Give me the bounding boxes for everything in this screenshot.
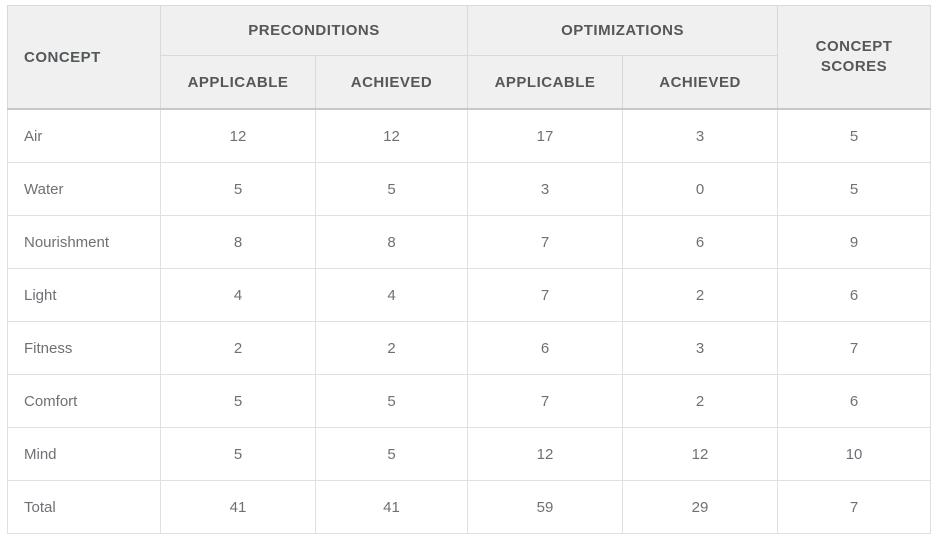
cell-value: 12 — [160, 108, 316, 163]
header-sub-row: APPLICABLE ACHIEVED APPLICABLE ACHIEVED — [8, 55, 931, 110]
cell-value: 5 — [777, 162, 932, 216]
cell-value: 12 — [622, 427, 779, 481]
col-header-preconditions-achieved: ACHIEVED — [314, 55, 469, 110]
concept-scores-table-container: CONCEPT PRECONDITIONS OPTIMIZATIONS CONC… — [7, 5, 932, 534]
cell-value: 5 — [160, 374, 316, 428]
cell-value: 12 — [467, 427, 624, 481]
cell-value: 6 — [622, 215, 779, 269]
table-row-total: Total 41 41 59 29 7 — [7, 480, 932, 534]
cell-value: 4 — [160, 268, 316, 322]
col-header-concept-scores: CONCEPT SCORES — [777, 5, 932, 110]
cell-value: 3 — [622, 321, 779, 375]
cell-value: 2 — [622, 374, 779, 428]
cell-value: 7 — [777, 480, 932, 534]
cell-value: 0 — [622, 162, 779, 216]
cell-value: 17 — [467, 108, 624, 163]
table-row: Air 12 12 17 3 5 — [7, 108, 932, 163]
cell-value: 59 — [467, 480, 624, 534]
col-header-preconditions-applicable: APPLICABLE — [160, 55, 316, 110]
cell-value: 2 — [314, 321, 469, 375]
cell-concept: Nourishment — [7, 215, 161, 269]
header-group-row: CONCEPT PRECONDITIONS OPTIMIZATIONS CONC… — [7, 5, 932, 110]
cell-value: 6 — [777, 268, 932, 322]
cell-value: 5 — [160, 427, 316, 481]
table-row: Nourishment 8 8 7 6 9 — [7, 215, 932, 269]
cell-value: 5 — [314, 374, 469, 428]
cell-value: 41 — [160, 480, 316, 534]
cell-concept: Air — [7, 108, 161, 163]
cell-value: 5 — [160, 162, 316, 216]
cell-value: 2 — [622, 268, 779, 322]
cell-concept: Fitness — [7, 321, 161, 375]
col-header-optimizations-applicable: APPLICABLE — [467, 55, 624, 110]
cell-value: 5 — [777, 108, 932, 163]
table-row: Water 5 5 3 0 5 — [7, 162, 932, 216]
cell-value: 7 — [467, 374, 624, 428]
concept-scores-line1: CONCEPT — [815, 37, 893, 55]
table-row: Mind 5 5 12 12 10 — [7, 427, 932, 481]
concept-scores-table: CONCEPT PRECONDITIONS OPTIMIZATIONS CONC… — [7, 5, 932, 534]
cell-value: 8 — [160, 215, 316, 269]
cell-value: 3 — [467, 162, 624, 216]
cell-concept: Comfort — [7, 374, 161, 428]
cell-value: 9 — [777, 215, 932, 269]
concept-scores-line2: SCORES — [820, 58, 888, 75]
table-body: Air 12 12 17 3 5 Water 5 5 3 0 5 Nourish… — [7, 108, 932, 534]
col-group-optimizations: OPTIMIZATIONS — [467, 5, 779, 56]
cell-value: 6 — [467, 321, 624, 375]
cell-value: 5 — [314, 427, 469, 481]
cell-concept: Light — [7, 268, 161, 322]
cell-value: 10 — [777, 427, 932, 481]
cell-value: 7 — [467, 268, 624, 322]
cell-value: 6 — [777, 374, 932, 428]
cell-concept: Total — [7, 480, 161, 534]
cell-concept: Water — [7, 162, 161, 216]
col-group-preconditions: PRECONDITIONS — [159, 5, 469, 56]
cell-value: 4 — [314, 268, 469, 322]
cell-value: 12 — [314, 108, 469, 163]
cell-value: 5 — [314, 162, 469, 216]
table-row: Comfort 5 5 7 2 6 — [7, 374, 932, 428]
cell-value: 7 — [777, 321, 932, 375]
cell-value: 41 — [314, 480, 469, 534]
cell-value: 2 — [160, 321, 316, 375]
table-row: Fitness 2 2 6 3 7 — [7, 321, 932, 375]
col-header-concept: CONCEPT — [7, 5, 161, 110]
col-header-optimizations-achieved: ACHIEVED — [622, 55, 779, 110]
table-header: CONCEPT PRECONDITIONS OPTIMIZATIONS CONC… — [7, 5, 932, 110]
cell-value: 8 — [314, 215, 469, 269]
cell-value: 7 — [467, 215, 624, 269]
cell-value: 29 — [622, 480, 779, 534]
table-row: Light 4 4 7 2 6 — [7, 268, 932, 322]
cell-concept: Mind — [7, 427, 161, 481]
cell-value: 3 — [622, 108, 779, 163]
